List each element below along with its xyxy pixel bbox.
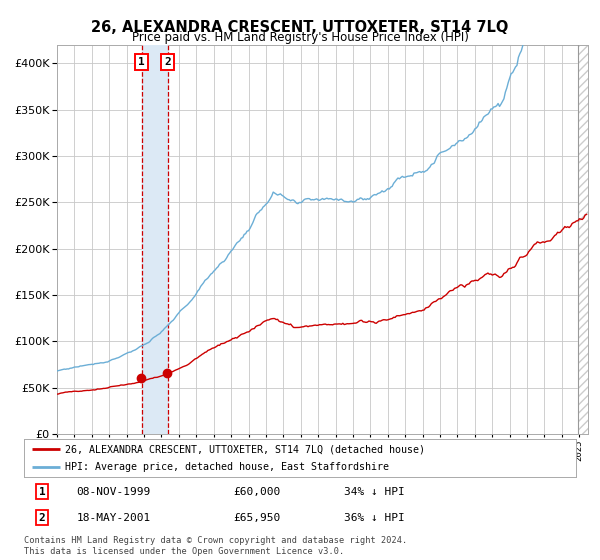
Bar	[578, 45, 588, 434]
Text: 26, ALEXANDRA CRESCENT, UTTOXETER, ST14 7LQ (detached house): 26, ALEXANDRA CRESCENT, UTTOXETER, ST14 …	[65, 444, 425, 454]
Text: Contains HM Land Registry data © Crown copyright and database right 2024.
This d: Contains HM Land Registry data © Crown c…	[24, 536, 407, 556]
Text: £65,950: £65,950	[234, 513, 281, 523]
Bar	[142, 45, 168, 434]
Text: Price paid vs. HM Land Registry's House Price Index (HPI): Price paid vs. HM Land Registry's House …	[131, 31, 469, 44]
Text: 18-MAY-2001: 18-MAY-2001	[76, 513, 151, 523]
Text: 1: 1	[138, 57, 145, 67]
Text: 34% ↓ HPI: 34% ↓ HPI	[344, 487, 405, 497]
Text: 2: 2	[39, 513, 46, 523]
Text: 1: 1	[39, 487, 46, 497]
Text: £60,000: £60,000	[234, 487, 281, 497]
Text: 36% ↓ HPI: 36% ↓ HPI	[344, 513, 405, 523]
Text: 26, ALEXANDRA CRESCENT, UTTOXETER, ST14 7LQ: 26, ALEXANDRA CRESCENT, UTTOXETER, ST14 …	[91, 20, 509, 35]
Text: HPI: Average price, detached house, East Staffordshire: HPI: Average price, detached house, East…	[65, 462, 389, 472]
Text: 08-NOV-1999: 08-NOV-1999	[76, 487, 151, 497]
Text: 2: 2	[164, 57, 171, 67]
